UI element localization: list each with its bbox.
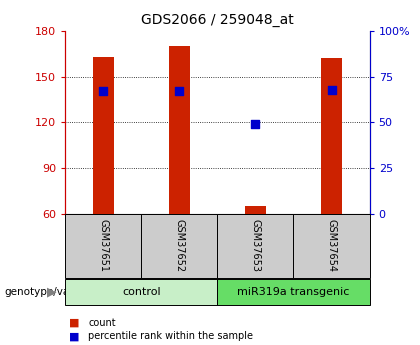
Bar	[321, 59, 342, 214]
Text: genotype/variation: genotype/variation	[4, 287, 103, 297]
Text: GSM37651: GSM37651	[98, 219, 108, 272]
Bar	[245, 206, 266, 214]
Text: percentile rank within the sample: percentile rank within the sample	[88, 332, 253, 341]
Text: GSM37654: GSM37654	[326, 219, 336, 272]
Point	[176, 89, 183, 94]
Text: ■: ■	[69, 332, 80, 341]
Point	[252, 121, 259, 127]
Title: GDS2066 / 259048_at: GDS2066 / 259048_at	[141, 13, 294, 27]
Text: miR319a transgenic: miR319a transgenic	[237, 287, 350, 297]
Bar	[169, 46, 190, 214]
Text: GSM37653: GSM37653	[250, 219, 260, 272]
Bar	[92, 57, 114, 214]
Point	[328, 87, 335, 92]
Point	[100, 89, 107, 94]
Text: ▶: ▶	[47, 286, 57, 299]
Text: GSM37652: GSM37652	[174, 219, 184, 272]
Text: ■: ■	[69, 318, 80, 327]
Text: control: control	[122, 287, 160, 297]
Text: count: count	[88, 318, 116, 327]
